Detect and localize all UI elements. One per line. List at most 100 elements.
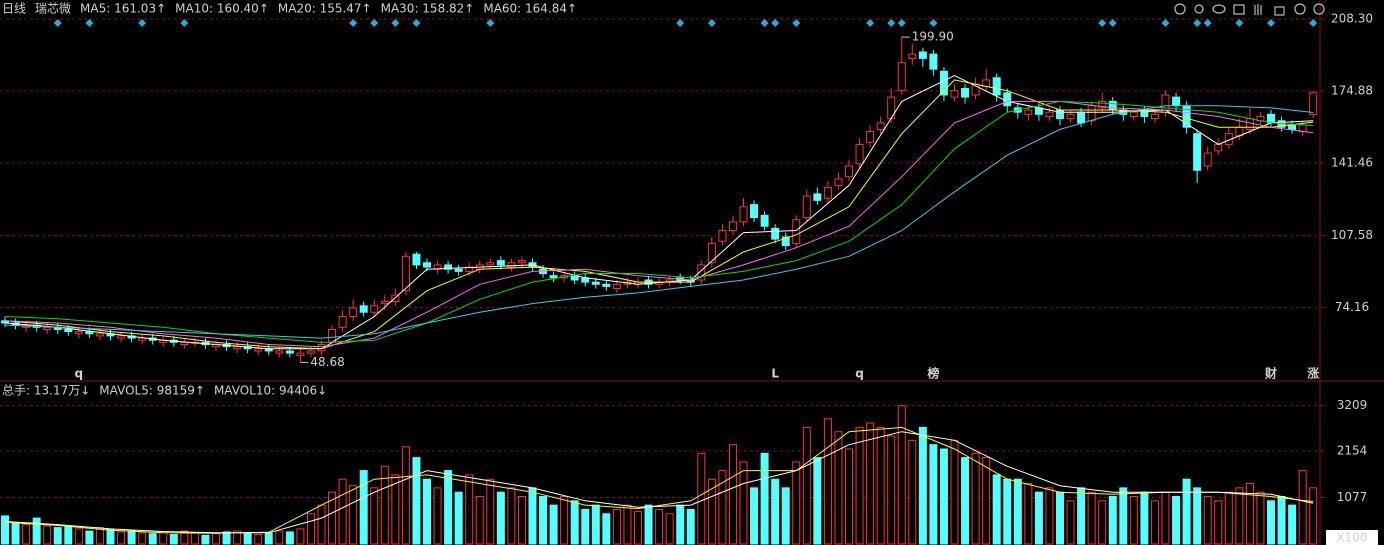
candle-body (275, 350, 284, 354)
zoom-in-icon[interactable] (1294, 3, 1306, 15)
volume-bar (845, 448, 853, 545)
volume-bar (1288, 504, 1297, 545)
candle-body (380, 300, 389, 305)
legend-text: MA10: 160.40↑ (175, 2, 269, 16)
toolbar[interactable] (1174, 3, 1325, 16)
candle-body (1172, 96, 1181, 107)
volume-bar (296, 528, 305, 545)
volume-bar (992, 474, 1001, 545)
box-icon[interactable] (1233, 4, 1245, 15)
candle-body (1108, 100, 1117, 111)
volume-bar (1298, 470, 1307, 545)
volume-bar (623, 504, 632, 545)
zoom-out-icon[interactable] (1313, 3, 1325, 15)
candle-body (1140, 109, 1149, 117)
volume-bar (802, 426, 811, 545)
volume-bar (1098, 500, 1107, 545)
candle-body (43, 326, 52, 330)
volume-bar (908, 439, 917, 545)
candle-body (707, 242, 716, 264)
volume-bar (686, 508, 695, 545)
candle-body (95, 333, 104, 337)
volume-bar (1045, 487, 1054, 545)
volume-bar (834, 431, 843, 545)
candle-body (876, 122, 885, 130)
y-tick-label: 2154 (1337, 443, 1368, 457)
zoom-icon[interactable] (1194, 4, 1204, 14)
candle-body (866, 131, 875, 143)
volume-bar (823, 418, 832, 545)
volume-bar (190, 532, 199, 545)
signal-diamond (897, 19, 906, 27)
settings-icon[interactable] (1174, 3, 1186, 15)
signal-diamond (391, 19, 400, 27)
volume-bar (233, 530, 242, 545)
candle-body (602, 283, 611, 287)
volume-bar (85, 530, 94, 545)
volume-bar (127, 530, 136, 545)
y-tick-label: 74.16 (1335, 300, 1369, 314)
candle-body (612, 283, 621, 290)
volume-bar (53, 527, 62, 545)
volume-bar (655, 508, 664, 545)
volume-bar (1214, 500, 1223, 545)
candle-body (549, 275, 558, 279)
candle-body (929, 53, 938, 70)
signal-marker: 榜 (927, 366, 939, 381)
volume-bar (1129, 495, 1138, 545)
candle-body (507, 262, 516, 268)
candle-body (1267, 113, 1275, 124)
candle-body (855, 143, 864, 165)
unit-label: X100 (1336, 531, 1367, 545)
candle-body (444, 264, 453, 270)
volume-bar (106, 528, 115, 545)
candle-body (887, 96, 896, 120)
volume-bar (1267, 500, 1275, 545)
candle-body (254, 348, 263, 352)
candle-body (897, 62, 906, 92)
volume-bar (771, 478, 780, 545)
candle-body (74, 331, 83, 335)
lock-icon[interactable] (1274, 6, 1285, 16)
volume-bar (64, 526, 73, 545)
candle-body (423, 262, 431, 268)
candle-body (1077, 111, 1086, 124)
volume-bar (148, 533, 157, 545)
volume-bar (939, 448, 948, 545)
candle-body (939, 70, 948, 96)
volume-bar (95, 527, 104, 545)
volume-bar (465, 474, 474, 545)
volume-bar (644, 504, 653, 545)
volume-bar (159, 531, 168, 545)
volume-bar (1277, 495, 1286, 545)
volume-bar (549, 504, 558, 545)
candle-body (359, 305, 368, 313)
candle-body (760, 214, 769, 227)
volume-bar (264, 532, 273, 545)
candle-body (1098, 100, 1107, 109)
signal-marker: q (75, 367, 84, 381)
volume-bar (887, 435, 896, 545)
candle-body (834, 178, 843, 186)
volume-bar (138, 532, 147, 545)
hand-icon[interactable] (1254, 4, 1262, 15)
ma-line (4, 105, 1314, 339)
candle-body (950, 90, 959, 98)
volume-bar (517, 495, 526, 545)
volume-bar (275, 530, 284, 545)
y-tick-label: 208.30 (1331, 12, 1373, 26)
candle-body (64, 328, 73, 333)
view-icon[interactable] (1212, 4, 1226, 14)
volume-bar (359, 470, 368, 545)
volume-bar (222, 531, 231, 545)
signal-diamond (1309, 19, 1318, 27)
candle-body (845, 165, 853, 178)
volume-bar (560, 495, 569, 545)
volume-bar (866, 422, 875, 545)
volume-bar (971, 452, 980, 545)
volume-bar (475, 495, 484, 545)
volume-bar (1056, 491, 1064, 545)
legend-text: MAVOL10: 94406↓ (214, 384, 327, 398)
signal-diamond (792, 19, 801, 27)
